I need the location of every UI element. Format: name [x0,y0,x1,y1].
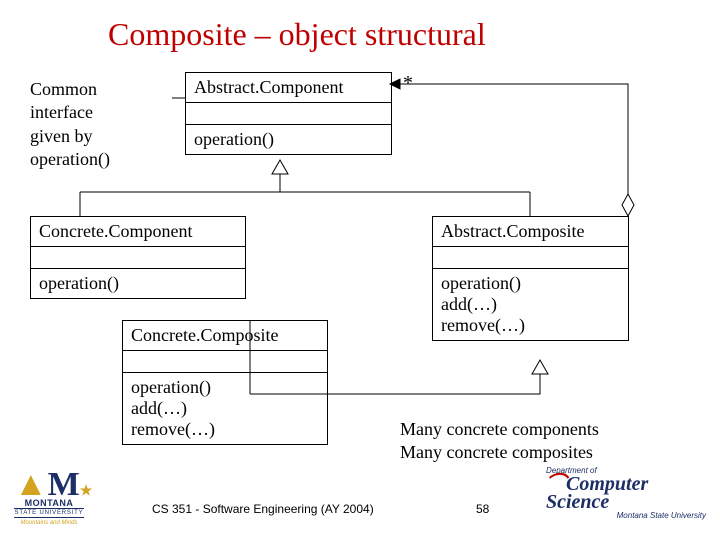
class-operations: operation() add(…) remove(…) [123,373,327,444]
msu-logo-m-icon: ▲M★ [14,471,84,498]
class-operation: operation() [441,273,521,293]
class-operation: add(…) [131,398,187,418]
note-many-concrete: Many concrete components Many concrete c… [400,418,599,465]
class-compartment-empty [433,247,628,269]
note-line: given by [30,126,93,146]
cs-dept-logo: Department of ⌒Computer Science Montana … [546,466,706,520]
class-name: Concrete.Component [31,217,245,247]
footer-page-number: 58 [476,502,489,516]
class-name: Concrete.Composite [123,321,327,351]
note-line: interface [30,102,93,122]
note-line: operation() [30,149,110,169]
msu-logo-tagline: Mountains and Minds [14,520,84,526]
cs-logo-word2: Science [546,491,609,513]
class-operations: operation() add(…) remove(…) [433,269,628,340]
uml-class-concrete-component: Concrete.Component operation() [30,216,246,299]
cs-logo-main: ⌒Computer Science [546,475,706,511]
slide-title: Composite – object structural [108,16,486,53]
class-operation: operation() [186,125,391,154]
uml-class-concrete-composite: Concrete.Composite operation() add(…) re… [122,320,328,445]
class-name: Abstract.Composite [433,217,628,247]
uml-class-abstract-composite: Abstract.Composite operation() add(…) re… [432,216,629,341]
note-line: Common [30,79,97,99]
msu-logo: ▲M★ MONTANA STATE UNIVERSITY Mountains a… [14,471,84,526]
class-compartment-empty [186,103,391,125]
class-compartment-empty [123,351,327,373]
footer-course: CS 351 - Software Engineering (AY 2004) [152,502,374,516]
note-line: Many concrete components [400,419,599,439]
class-operation: operation() [131,377,211,397]
class-compartment-empty [31,247,245,269]
class-operation: remove(…) [131,419,215,439]
class-operation: add(…) [441,294,497,314]
msu-logo-subname: STATE UNIVERSITY [14,508,84,518]
note-line: Many concrete composites [400,442,593,462]
uml-class-abstract-component: Abstract.Component operation() [185,72,392,155]
class-name: Abstract.Component [186,73,391,103]
multiplicity-star: * [403,70,413,96]
class-operation: operation() [31,269,245,298]
class-operation: remove(…) [441,315,525,335]
note-common-interface: Common interface given by operation() [30,78,110,172]
